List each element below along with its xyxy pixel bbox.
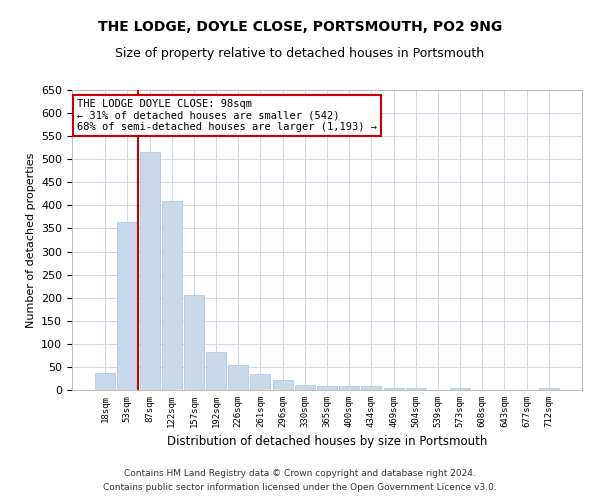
Bar	[184, 296, 204, 390]
Bar	[339, 386, 359, 390]
Text: THE LODGE DOYLE CLOSE: 98sqm
← 31% of detached houses are smaller (542)
68% of s: THE LODGE DOYLE CLOSE: 98sqm ← 31% of de…	[77, 99, 377, 132]
Bar	[406, 388, 426, 390]
Bar	[228, 364, 248, 390]
Bar	[140, 152, 160, 390]
Bar	[272, 380, 293, 390]
Text: Contains public sector information licensed under the Open Government Licence v3: Contains public sector information licen…	[103, 484, 497, 492]
Bar	[383, 388, 404, 390]
Y-axis label: Number of detached properties: Number of detached properties	[26, 152, 35, 328]
Bar	[317, 386, 337, 390]
X-axis label: Distribution of detached houses by size in Portsmouth: Distribution of detached houses by size …	[167, 436, 487, 448]
Bar	[95, 373, 115, 390]
Text: Size of property relative to detached houses in Portsmouth: Size of property relative to detached ho…	[115, 48, 485, 60]
Bar	[361, 386, 382, 390]
Bar	[539, 388, 559, 390]
Bar	[295, 385, 315, 390]
Bar	[250, 374, 271, 390]
Bar	[206, 352, 226, 390]
Bar	[162, 201, 182, 390]
Text: Contains HM Land Registry data © Crown copyright and database right 2024.: Contains HM Land Registry data © Crown c…	[124, 468, 476, 477]
Text: THE LODGE, DOYLE CLOSE, PORTSMOUTH, PO2 9NG: THE LODGE, DOYLE CLOSE, PORTSMOUTH, PO2 …	[98, 20, 502, 34]
Bar	[118, 222, 137, 390]
Bar	[450, 388, 470, 390]
